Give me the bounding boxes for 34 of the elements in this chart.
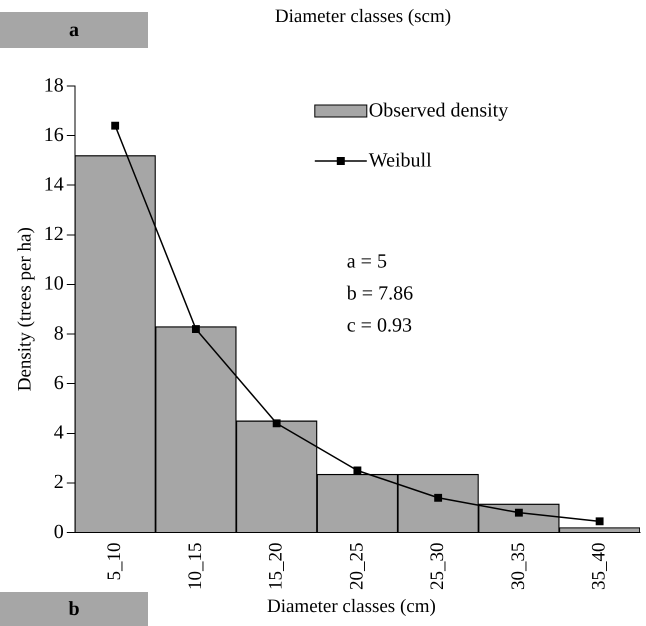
y-tick-label: 4 — [54, 422, 64, 444]
x-tick-label: 15_20 — [266, 542, 287, 590]
y-tick-label: 10 — [44, 272, 64, 295]
point — [434, 494, 442, 502]
point — [272, 419, 281, 428]
legend-label: Weibull — [368, 149, 432, 172]
legend-label: Observed density — [368, 99, 508, 122]
point — [111, 122, 120, 130]
x-tick-label: 25_30 — [427, 542, 448, 590]
x-tick-label: 20_25 — [346, 542, 368, 590]
point — [192, 325, 200, 334]
x-tick-label: 35_40 — [588, 542, 610, 590]
chart-title: Diameter classes (scm) — [274, 6, 452, 27]
y-tick-label: 6 — [54, 372, 64, 394]
text: Diameter classes (cm) — [267, 596, 436, 618]
y-tick-label: 0 — [54, 520, 64, 543]
x-tick-label: 30_35 — [508, 542, 529, 590]
y-tick-label: 8 — [54, 322, 64, 344]
annotation: b = 7.86 — [346, 282, 414, 304]
point — [353, 466, 362, 474]
annotation: a = 5 — [346, 250, 387, 272]
text: b — [0, 592, 148, 626]
y-tick-label: 16 — [44, 124, 64, 146]
y-tick-label: 2 — [54, 471, 64, 494]
y-tick-label: 14 — [44, 173, 64, 196]
x-tick-label: 5_10 — [104, 542, 126, 580]
x-tick-label: 10_15 — [184, 542, 206, 590]
annotation: c = 0.93 — [346, 314, 412, 336]
y-tick-label: 12 — [44, 223, 64, 246]
y-axis-title: Density (trees per ha) — [14, 227, 36, 392]
text: a — [0, 12, 148, 48]
point — [514, 508, 523, 517]
y-tick-label: 18 — [44, 74, 64, 96]
point — [596, 517, 604, 526]
